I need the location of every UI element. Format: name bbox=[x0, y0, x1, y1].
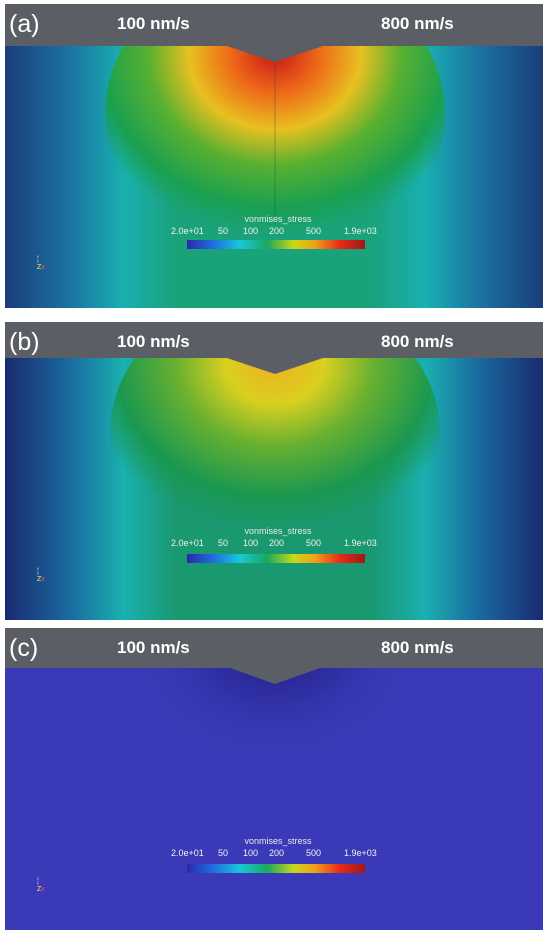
colorbar-tick: 200 bbox=[269, 226, 285, 236]
panel-c: (c) 100 nm/s 800 nm/s vonmises_stress 2.… bbox=[5, 628, 543, 930]
left-speed-label: 100 nm/s bbox=[117, 14, 190, 33]
colorbar-tick: 1.9e+03 bbox=[344, 538, 377, 548]
colorbar-tick: 50 bbox=[218, 538, 229, 548]
colorbar-tick: 500 bbox=[306, 848, 322, 858]
panel-b: (b) 100 nm/s 800 nm/s vonmises_stress 2.… bbox=[5, 322, 543, 620]
colorbar-tick: 200 bbox=[269, 538, 285, 548]
colorbar-tick: 1.9e+03 bbox=[344, 848, 377, 858]
left-speed-label: 100 nm/s bbox=[117, 332, 190, 351]
panel-label: (c) bbox=[9, 634, 39, 662]
colorbar-title: vonmises_stress bbox=[244, 214, 312, 224]
colorbar-c bbox=[187, 864, 365, 873]
right-speed-label: 800 nm/s bbox=[381, 332, 454, 351]
stress-field-b bbox=[5, 322, 543, 620]
right-speed-label: 800 nm/s bbox=[381, 14, 454, 33]
stress-field-c bbox=[5, 628, 543, 930]
axes-orientation-icon: ¦ Zx bbox=[37, 568, 45, 583]
colorbar-tick: 500 bbox=[306, 538, 322, 548]
colorbar-tick: 1.9e+03 bbox=[344, 226, 377, 236]
colorbar-tick: 100 bbox=[243, 538, 259, 548]
axes-orientation-icon: ¦ Zx bbox=[37, 256, 45, 271]
colorbar-tick: 2.0e+01 bbox=[171, 538, 204, 548]
panel-label: (a) bbox=[9, 10, 40, 38]
left-speed-label: 100 nm/s bbox=[117, 638, 190, 657]
colorbar-a bbox=[187, 240, 365, 249]
colorbar-tick: 500 bbox=[306, 226, 322, 236]
colorbar-tick: 2.0e+01 bbox=[171, 226, 204, 236]
colorbar-title: vonmises_stress bbox=[244, 836, 312, 846]
panel-label: (b) bbox=[9, 328, 40, 356]
colorbar-tick: 50 bbox=[218, 848, 229, 858]
colorbar-b bbox=[187, 554, 365, 563]
right-speed-label: 800 nm/s bbox=[381, 638, 454, 657]
colorbar-tick: 100 bbox=[243, 226, 259, 236]
axes-orientation-icon: ¦ Zx bbox=[37, 878, 45, 893]
colorbar-tick: 200 bbox=[269, 848, 285, 858]
panel-a: (a) 100 nm/s 800 nm/s vonmises_stress 2.… bbox=[5, 4, 543, 308]
colorbar-tick: 50 bbox=[218, 226, 229, 236]
stress-field-a bbox=[5, 4, 543, 308]
colorbar-tick: 2.0e+01 bbox=[171, 848, 204, 858]
colorbar-title: vonmises_stress bbox=[244, 526, 312, 536]
colorbar-tick: 100 bbox=[243, 848, 259, 858]
